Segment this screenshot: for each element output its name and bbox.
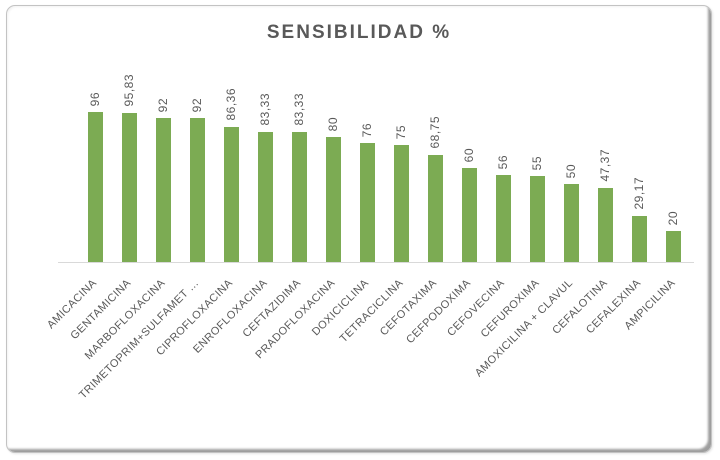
- bar[interactable]: [631, 216, 647, 262]
- x-axis-line: [58, 262, 694, 263]
- bar-slot: 20: [656, 62, 690, 262]
- value-label: 75: [394, 124, 408, 139]
- value-label: 86,36: [224, 88, 238, 121]
- value-label: 92: [190, 97, 204, 112]
- bar[interactable]: [223, 127, 239, 262]
- bar-slot: 83,33: [248, 62, 282, 262]
- value-label: 83,33: [258, 93, 272, 126]
- bar-slot: 76: [350, 62, 384, 262]
- bar[interactable]: [189, 118, 205, 262]
- value-label: 20: [666, 210, 680, 225]
- value-label: 55: [530, 155, 544, 170]
- bar[interactable]: [495, 175, 511, 262]
- bar[interactable]: [529, 176, 545, 262]
- bar[interactable]: [325, 137, 341, 262]
- bar-slot: 47,37: [588, 62, 622, 262]
- bar-slot: 68,75: [418, 62, 452, 262]
- bar-slot: 75: [384, 62, 418, 262]
- bar-slot: 60: [452, 62, 486, 262]
- bar[interactable]: [155, 118, 171, 262]
- value-label: 47,37: [598, 149, 612, 182]
- bar[interactable]: [563, 184, 579, 262]
- bar[interactable]: [121, 113, 137, 262]
- bar-slot: 92: [146, 62, 180, 262]
- value-label: 60: [462, 147, 476, 162]
- bar-slot: 83,33: [282, 62, 316, 262]
- value-label: 76: [360, 122, 374, 137]
- value-label: 92: [156, 97, 170, 112]
- category-labels-layer: AMICACINA GENTAMICINA MARBOFLOXACINA TRIMET…: [45, 277, 690, 442]
- bar-slot: 95,83: [112, 62, 146, 262]
- bar-slot: 56: [486, 62, 520, 262]
- chart-frame[interactable]: SENSIBILIDAD % 96 95,83 92 92 86,36 83,33 83,3…: [6, 5, 712, 453]
- bar-slot: 80: [316, 62, 350, 262]
- value-label: 80: [326, 116, 340, 131]
- bar-slot: 50: [554, 62, 588, 262]
- value-label: 95,83: [122, 74, 136, 107]
- bar[interactable]: [87, 112, 103, 262]
- bar[interactable]: [359, 143, 375, 262]
- bar-slot: 55: [520, 62, 554, 262]
- bar-slot: 92: [180, 62, 214, 262]
- value-label: 83,33: [292, 93, 306, 126]
- bar[interactable]: [461, 168, 477, 262]
- bars-layer: 96 95,83 92 92 86,36 83,33 83,33 80 76 75 68,75 60 5…: [78, 62, 690, 262]
- chart-title: SENSIBILIDAD %: [266, 22, 452, 43]
- bar-slot: 96: [78, 62, 112, 262]
- bar[interactable]: [427, 155, 443, 262]
- bar-slot: 86,36: [214, 62, 248, 262]
- bar[interactable]: [291, 132, 307, 262]
- value-label: 96: [88, 91, 102, 106]
- value-label: 68,75: [428, 116, 442, 149]
- bar[interactable]: [597, 188, 613, 262]
- bar[interactable]: [665, 231, 681, 262]
- value-label: 29,17: [632, 177, 646, 210]
- value-label: 50: [564, 163, 578, 178]
- bar-slot: 29,17: [622, 62, 656, 262]
- category-label: GENTAMICINA: [68, 277, 134, 343]
- value-label: 56: [496, 154, 510, 169]
- bar[interactable]: [257, 132, 273, 262]
- bar[interactable]: [393, 145, 409, 262]
